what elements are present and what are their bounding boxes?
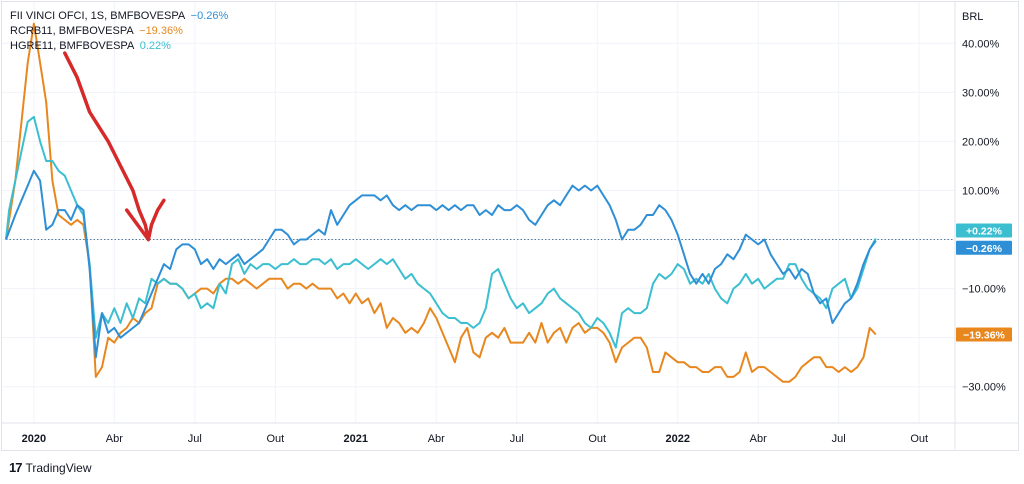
y-tick-label: −30.00%	[962, 382, 1006, 394]
x-tick-label: Jul	[510, 433, 524, 445]
price-label-bg-fii_vinci	[956, 240, 1012, 255]
legend-item-hgre11[interactable]: HGRE11, BMFBOVESPA 0.22%	[10, 39, 228, 54]
price-label-rcrb11: −19.36%	[963, 330, 1005, 342]
y-tick-label: 40.00%	[962, 38, 1000, 50]
x-tick-label: Jul	[832, 433, 846, 445]
price-labels: −0.26% −19.36% +0.22%	[956, 223, 1012, 342]
series-line-rcrb11	[5, 22, 877, 383]
x-tick-label: 2020	[22, 433, 46, 445]
x-tick-label: Out	[588, 433, 606, 445]
x-tick-label: Out	[910, 433, 928, 445]
legend-change: −19.36%	[139, 25, 183, 37]
price-label-bg-hgre11	[956, 223, 1012, 238]
price-label-bg-rcrb11	[956, 327, 1012, 342]
x-tick-label: Jul	[188, 433, 202, 445]
x-tick-label: Abr	[428, 433, 445, 445]
legend-change: −0.26%	[190, 10, 229, 22]
x-tick-label: 2021	[344, 433, 368, 445]
y-tick-label: 30.00%	[962, 87, 1000, 99]
tradingview-brand[interactable]: 17 TradingView	[9, 460, 92, 475]
price-label-hgre11: +0.22%	[966, 225, 1003, 237]
y-tick-label: 10.00%	[962, 185, 1000, 197]
annotation-arrowhead	[124, 208, 151, 242]
legend-label: HGRE11, BMFBOVESPA	[10, 40, 134, 52]
brand-name: TradingView	[25, 460, 92, 475]
chart-frame	[1, 1, 1019, 451]
axes: BRL 40.00% 30.00% 20.00% 10.00% −10.00% −30.00…	[2, 2, 1018, 449]
legend-label: RCRB11, BMFBOVESPA	[10, 25, 134, 37]
legend-item-fii-vinci[interactable]: FII VINCI OFCI, 1S, BMFBOVESPA −0.26%	[10, 9, 228, 24]
y-tick-label: −10.00%	[962, 284, 1006, 296]
tradingview-logo-icon: 17	[9, 460, 23, 475]
legend-item-rcrb11[interactable]: RCRB11, BMFBOVESPA −19.36%	[10, 24, 228, 39]
x-tick-label: Abr	[750, 433, 767, 445]
legend-change: 0.22%	[139, 40, 171, 52]
price-label-fii_vinci: −0.26%	[966, 243, 1003, 255]
x-tick-label: 2022	[665, 433, 689, 445]
series-line-fii_vinci	[5, 169, 877, 359]
y-tick-label: 20.00%	[962, 136, 1000, 148]
currency-label: BRL	[962, 11, 983, 23]
x-tick-label: Abr	[106, 433, 123, 445]
series-line-hgre11	[5, 115, 877, 349]
legend: FII VINCI OFCI, 1S, BMFBOVESPA −0.26% RC…	[10, 9, 228, 54]
annotation-arrow	[63, 51, 166, 242]
legend-label: FII VINCI OFCI, 1S, BMFBOVESPA	[10, 10, 185, 22]
annotation-stroke	[63, 51, 166, 242]
x-tick-label: Out	[266, 433, 284, 445]
series-lines	[5, 22, 877, 383]
